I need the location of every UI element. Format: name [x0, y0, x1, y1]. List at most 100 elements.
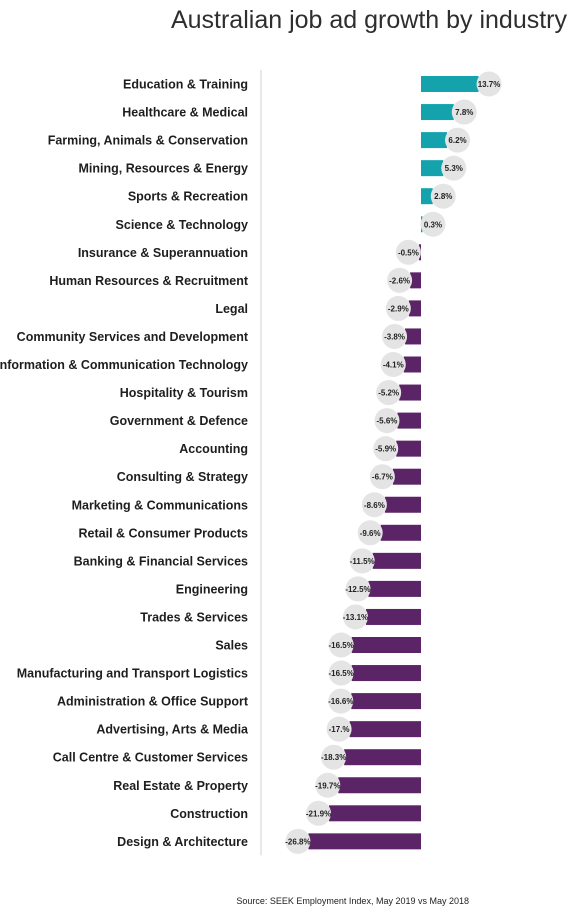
data-label-bubble: [395, 239, 421, 265]
data-label-bubble: [321, 744, 347, 770]
data-label: 5.3%: [445, 164, 463, 173]
bar: [405, 328, 421, 345]
category-label: Call Centre & Customer Services: [53, 751, 248, 765]
data-label-bubble: [342, 604, 368, 630]
data-label-bubble: [420, 211, 446, 237]
category-label: Education & Training: [123, 78, 248, 92]
bar: [399, 384, 421, 401]
category-label: Administration & Office Support: [57, 695, 249, 709]
data-label: -12.5%: [345, 585, 370, 594]
bar: [421, 104, 454, 121]
category-label: Retail & Consumer Products: [79, 526, 249, 540]
bar: [408, 300, 421, 317]
category-label: Trades & Services: [140, 610, 248, 624]
category-label: Legal: [215, 302, 248, 316]
category-label: Mining, Resources & Energy: [79, 162, 249, 176]
category-label: Construction: [170, 807, 248, 821]
data-label-bubble: [285, 828, 311, 854]
data-label: -3.8%: [384, 332, 405, 341]
data-label-bubble: [306, 800, 332, 826]
data-label: -6.7%: [372, 473, 393, 482]
data-label: -5.6%: [377, 417, 398, 426]
bar: [421, 160, 444, 177]
bar: [396, 440, 421, 457]
data-label: -16.6%: [328, 697, 353, 706]
category-label: Real Estate & Property: [113, 779, 248, 793]
bar: [392, 468, 421, 485]
data-label: -16.5%: [329, 669, 354, 678]
data-label: -17.%: [329, 725, 350, 734]
data-label-bubble: [328, 688, 354, 714]
bar: [372, 552, 421, 569]
category-label: Sports & Recreation: [128, 190, 248, 204]
data-label-bubble: [361, 492, 387, 518]
data-label-bubble: [369, 464, 395, 490]
data-label-bubble: [328, 632, 354, 658]
data-label-bubble: [385, 295, 411, 321]
bar: [351, 665, 421, 682]
chart-title: Australian job ad growth by industry: [170, 6, 567, 34]
bar: [397, 412, 421, 429]
data-label-bubble: [326, 716, 352, 742]
data-label: -26.8%: [285, 837, 310, 846]
data-label-bubble: [315, 772, 341, 798]
data-label: -13.1%: [343, 613, 368, 622]
data-label: 2.8%: [434, 192, 452, 201]
bar: [368, 580, 421, 597]
category-label: Engineering: [176, 582, 248, 596]
bar: [351, 637, 421, 653]
category-label: Hospitality & Tourism: [120, 386, 248, 400]
data-label-bubble: [376, 380, 402, 406]
category-label: Human Resources & Recruitment: [49, 274, 249, 288]
data-label-bubble: [345, 576, 371, 602]
bar: [329, 805, 421, 822]
bar: [421, 76, 479, 92]
category-label: Manufacturing and Transport Logistics: [17, 667, 248, 681]
data-label: -9.6%: [360, 529, 381, 538]
category-label: Marketing & Communications: [72, 498, 248, 512]
bar: [338, 777, 421, 794]
bar: [349, 721, 421, 738]
category-label: Accounting: [179, 442, 248, 456]
bar: [344, 749, 421, 766]
category-label: Information & Communication Technology: [0, 358, 248, 372]
data-label-bubble: [328, 660, 354, 686]
category-label: Advertising, Arts & Media: [96, 723, 249, 737]
bar: [410, 272, 421, 289]
category-label: Farming, Animals & Conservation: [48, 134, 248, 148]
data-label-bubble: [451, 99, 477, 125]
category-label: Consulting & Strategy: [117, 470, 248, 484]
data-label: -19.7%: [315, 781, 340, 790]
data-label: -5.2%: [378, 389, 399, 398]
data-label-bubble: [382, 323, 408, 349]
data-label: -18.3%: [321, 753, 346, 762]
data-label: 13.7%: [478, 80, 501, 89]
data-label-bubble: [373, 436, 399, 462]
bar: [308, 833, 421, 850]
data-label-bubble: [445, 127, 471, 153]
bar: [403, 356, 421, 373]
data-label-bubble: [430, 183, 456, 209]
category-label: Science & Technology: [116, 218, 248, 232]
data-label: -16.5%: [329, 641, 354, 650]
category-label: Community Services and Development: [17, 330, 249, 344]
source-note: Source: SEEK Employment Index, May 2019 …: [236, 896, 469, 906]
category-label: Insurance & Superannuation: [78, 246, 248, 260]
category-label: Sales: [215, 639, 248, 653]
bar: [384, 496, 421, 513]
category-label: Healthcare & Medical: [122, 106, 248, 120]
data-label-bubble: [441, 155, 467, 181]
data-label: -8.6%: [364, 501, 385, 510]
data-label: 7.8%: [455, 108, 473, 117]
data-label: -0.5%: [398, 248, 419, 257]
data-label-bubble: [387, 267, 413, 293]
data-label-bubble: [357, 520, 383, 546]
category-label: Banking & Financial Services: [74, 554, 248, 568]
data-label-bubble: [476, 71, 502, 97]
bar: [351, 693, 421, 710]
data-label-bubble: [374, 408, 400, 434]
bar: [365, 608, 421, 625]
data-label: -11.5%: [350, 557, 375, 566]
bar: [421, 132, 448, 149]
